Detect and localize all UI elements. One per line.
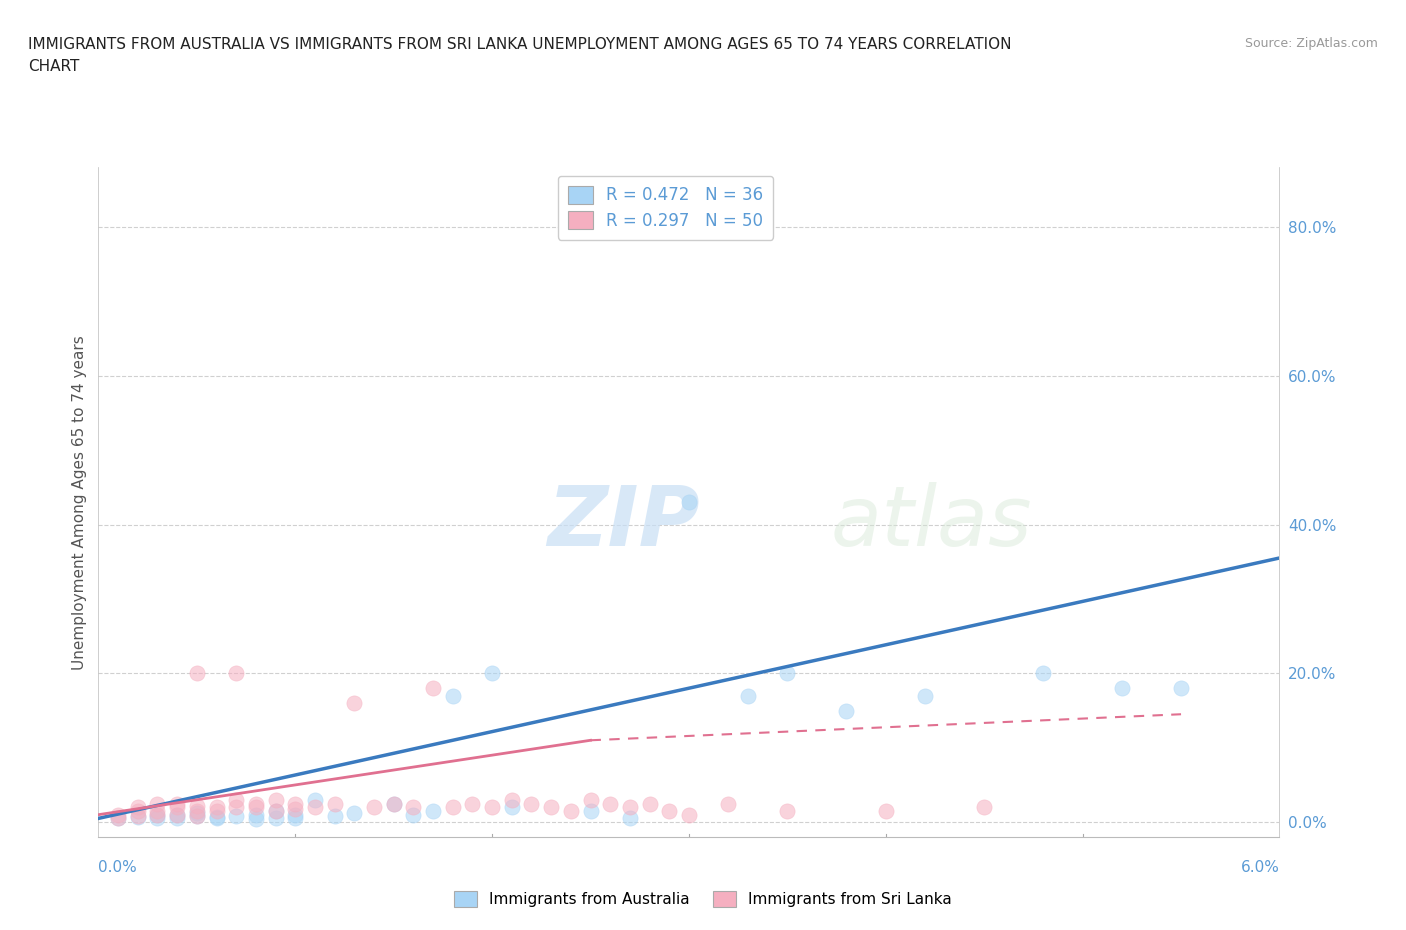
Point bbox=[776, 666, 799, 681]
Point bbox=[186, 805, 208, 820]
Point bbox=[1111, 681, 1133, 696]
Point bbox=[127, 809, 149, 824]
Point bbox=[441, 800, 464, 815]
Point bbox=[107, 807, 129, 822]
Y-axis label: Unemployment Among Ages 65 to 74 years: Unemployment Among Ages 65 to 74 years bbox=[72, 335, 87, 670]
Point bbox=[304, 792, 326, 807]
Point bbox=[343, 696, 366, 711]
Point bbox=[107, 811, 129, 826]
Point bbox=[264, 804, 287, 818]
Point bbox=[146, 804, 169, 818]
Point bbox=[107, 811, 129, 826]
Point bbox=[284, 802, 307, 817]
Legend: Immigrants from Australia, Immigrants from Sri Lanka: Immigrants from Australia, Immigrants fr… bbox=[449, 884, 957, 913]
Point bbox=[441, 688, 464, 703]
Point bbox=[146, 807, 169, 822]
Point bbox=[186, 809, 208, 824]
Point bbox=[205, 800, 228, 815]
Point bbox=[776, 804, 799, 818]
Point bbox=[264, 804, 287, 818]
Point bbox=[166, 807, 188, 822]
Point bbox=[323, 809, 346, 824]
Point bbox=[146, 796, 169, 811]
Point bbox=[127, 804, 149, 818]
Point bbox=[875, 804, 897, 818]
Text: 6.0%: 6.0% bbox=[1240, 860, 1279, 875]
Point bbox=[186, 798, 208, 813]
Point bbox=[461, 796, 484, 811]
Point bbox=[540, 800, 562, 815]
Point bbox=[501, 800, 523, 815]
Point bbox=[225, 800, 247, 815]
Point bbox=[382, 796, 405, 811]
Point bbox=[166, 796, 188, 811]
Point bbox=[186, 804, 208, 818]
Point bbox=[343, 805, 366, 820]
Point bbox=[382, 796, 405, 811]
Point bbox=[264, 810, 287, 825]
Point bbox=[481, 666, 503, 681]
Point bbox=[127, 809, 149, 824]
Point bbox=[835, 703, 858, 718]
Point bbox=[501, 792, 523, 807]
Point bbox=[127, 800, 149, 815]
Point bbox=[323, 796, 346, 811]
Point bbox=[422, 681, 444, 696]
Point bbox=[205, 811, 228, 826]
Point bbox=[579, 792, 602, 807]
Text: IMMIGRANTS FROM AUSTRALIA VS IMMIGRANTS FROM SRI LANKA UNEMPLOYMENT AMONG AGES 6: IMMIGRANTS FROM AUSTRALIA VS IMMIGRANTS … bbox=[28, 37, 1012, 74]
Legend: R = 0.472   N = 36, R = 0.297   N = 50: R = 0.472 N = 36, R = 0.297 N = 50 bbox=[558, 176, 773, 240]
Point bbox=[225, 792, 247, 807]
Point bbox=[638, 796, 661, 811]
Point bbox=[520, 796, 543, 811]
Point bbox=[402, 800, 425, 815]
Point bbox=[619, 800, 641, 815]
Point bbox=[737, 688, 759, 703]
Text: ZIP: ZIP bbox=[547, 482, 700, 563]
Point bbox=[717, 796, 740, 811]
Point bbox=[422, 804, 444, 818]
Point bbox=[245, 800, 267, 815]
Point bbox=[973, 800, 995, 815]
Point bbox=[304, 800, 326, 815]
Point bbox=[245, 807, 267, 822]
Point bbox=[363, 800, 385, 815]
Point bbox=[284, 807, 307, 822]
Point bbox=[245, 796, 267, 811]
Point bbox=[619, 811, 641, 826]
Point bbox=[678, 807, 700, 822]
Point bbox=[166, 807, 188, 822]
Point bbox=[166, 810, 188, 825]
Point bbox=[678, 495, 700, 510]
Point bbox=[402, 807, 425, 822]
Point bbox=[146, 807, 169, 822]
Point bbox=[1170, 681, 1192, 696]
Point bbox=[225, 809, 247, 824]
Point bbox=[245, 812, 267, 827]
Point bbox=[205, 809, 228, 824]
Text: atlas: atlas bbox=[831, 482, 1032, 563]
Point bbox=[166, 800, 188, 815]
Point bbox=[599, 796, 621, 811]
Point bbox=[1032, 666, 1054, 681]
Point bbox=[560, 804, 582, 818]
Point bbox=[284, 811, 307, 826]
Point bbox=[225, 666, 247, 681]
Point bbox=[186, 809, 208, 824]
Point bbox=[146, 811, 169, 826]
Point bbox=[284, 796, 307, 811]
Point bbox=[914, 688, 936, 703]
Point bbox=[186, 666, 208, 681]
Text: Source: ZipAtlas.com: Source: ZipAtlas.com bbox=[1244, 37, 1378, 50]
Point bbox=[481, 800, 503, 815]
Point bbox=[205, 804, 228, 818]
Point bbox=[658, 804, 681, 818]
Text: 0.0%: 0.0% bbox=[98, 860, 138, 875]
Point bbox=[264, 792, 287, 807]
Point bbox=[579, 804, 602, 818]
